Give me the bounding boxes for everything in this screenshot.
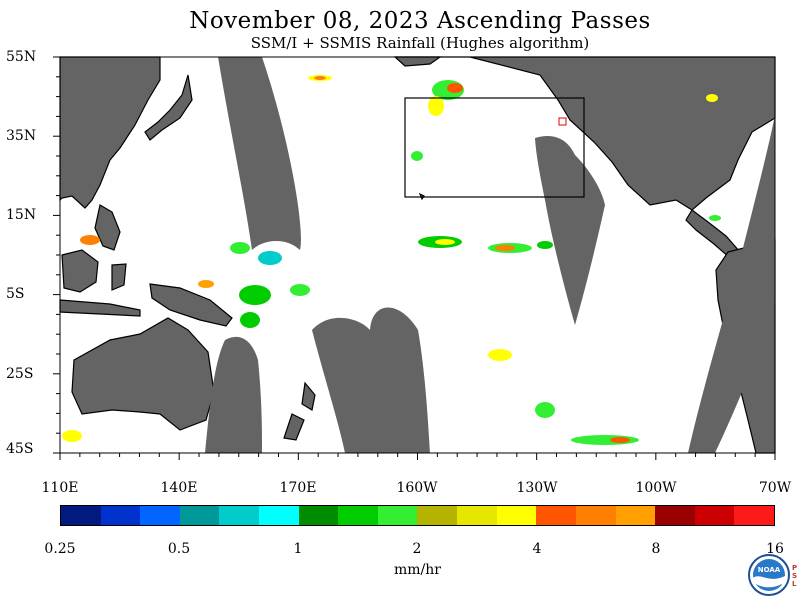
rain-itcz-3: [537, 241, 553, 249]
lon-label-70w: 70W: [758, 480, 792, 496]
lon-label-160w: 160W: [396, 480, 438, 496]
colorbar-swatch-17: [734, 506, 774, 525]
colorbar-swatch-7: [338, 506, 378, 525]
data-gaps: [205, 57, 775, 453]
colorbar: [60, 505, 775, 526]
colorbar-swatch-5: [259, 506, 299, 525]
land-borneo: [61, 249, 99, 293]
swath-gap-5: [688, 115, 775, 453]
rain-itcz-1b: [435, 239, 455, 245]
colorbar-swatch-10: [457, 506, 497, 525]
rain-w-pacific-4: [290, 284, 310, 296]
swath-gap-2: [312, 307, 430, 453]
land-north-america: [395, 56, 776, 211]
map-subtitle: SSM/I + SSMIS Rainfall (Hughes algorithm…: [250, 34, 590, 52]
rain-n-pacific-1b: [314, 76, 326, 80]
lon-label-130w: 130W: [516, 480, 558, 496]
swath-gap-4: [535, 135, 605, 325]
land-australia: [71, 317, 215, 431]
psl-letter: L: [792, 580, 797, 588]
rain-w-pacific-1: [230, 242, 250, 254]
lat-label-15n: 15N: [6, 207, 37, 223]
lon-label-140e: 140E: [160, 480, 198, 496]
rain-s-pacific-3b: [610, 437, 630, 443]
colorbar-swatch-12: [536, 506, 576, 525]
psl-letter: P: [792, 564, 798, 572]
colorbar-label-8: 8: [651, 541, 661, 557]
lat-label-25s: 25S: [6, 366, 34, 382]
psl-letter: S: [792, 572, 798, 580]
colorbar-swatch-3: [179, 506, 220, 525]
colorbar-swatch-4: [219, 506, 260, 525]
swath-gap-1: [218, 57, 301, 250]
map-title: November 08, 2023 Ascending Passes: [189, 8, 651, 34]
noaa-logo: NOAA: [748, 554, 790, 596]
colorbar-label-0-25: 0.25: [44, 541, 76, 557]
lon-label-170e: 170E: [279, 480, 317, 496]
land-asia: [59, 56, 161, 209]
colorbar-swatch-6: [298, 506, 339, 525]
land-new-zealand-south: [283, 413, 305, 441]
colorbar-swatch-8: [377, 506, 418, 525]
axis-ticks: [53, 56, 776, 460]
rain-coral-sea: [240, 312, 260, 328]
colorbar-label-0-5: 0.5: [167, 541, 191, 557]
rain-australia-sw: [62, 430, 82, 442]
rain-ne-pacific: [428, 96, 444, 116]
rain-philippines: [80, 235, 100, 245]
land-sulawesi: [111, 263, 127, 291]
rain-new-guinea: [198, 280, 214, 288]
colorbar-units: mm/hr: [394, 562, 441, 578]
lon-label-100w: 100W: [635, 480, 677, 496]
colorbar-label-16: 16: [766, 541, 784, 557]
region-box: [404, 97, 585, 198]
colorbar-swatch-11: [496, 506, 537, 525]
colorbar-label-2: 2: [412, 541, 422, 557]
land-new-zealand: [301, 381, 316, 411]
rain-hawaii-n: [411, 151, 423, 161]
colorbar-swatch-2: [140, 506, 180, 525]
colorbar-swatch-15: [655, 506, 695, 525]
rain-s-pacific-1: [488, 349, 512, 361]
land-japan: [144, 74, 193, 141]
colorbar-swatch-0: [61, 506, 101, 525]
lat-label-5s: 5S: [6, 286, 25, 302]
point-marker: [558, 117, 567, 126]
rain-gulf-alaska-b: [447, 83, 463, 93]
rain-w-pacific-2: [258, 251, 282, 265]
colorbar-swatch-13: [575, 506, 616, 525]
colorbar-swatch-9: [417, 506, 458, 525]
lat-label-35n: 35N: [6, 128, 37, 144]
land-philippines: [94, 204, 121, 251]
rain-e-us: [706, 94, 718, 102]
lat-label-45s: 45S: [6, 441, 34, 457]
colorbar-label-4: 4: [532, 541, 542, 557]
colorbar-swatch-1: [100, 506, 141, 525]
rain-w-pacific-3: [239, 285, 271, 305]
colorbar-label-1: 1: [293, 541, 303, 557]
swath-gap-3: [205, 336, 262, 453]
rain-caribbean: [709, 215, 721, 221]
land-new-guinea: [149, 283, 233, 327]
colorbar-swatch-14: [615, 506, 656, 525]
rain-patches: [62, 75, 721, 445]
lon-label-110e: 110E: [41, 480, 79, 496]
colorbar-swatch-16: [694, 506, 735, 525]
lat-label-55n: 55N: [6, 49, 37, 65]
rain-s-pacific-2: [535, 402, 555, 418]
svg-text:NOAA: NOAA: [758, 566, 781, 574]
rain-itcz-2b: [495, 245, 515, 251]
